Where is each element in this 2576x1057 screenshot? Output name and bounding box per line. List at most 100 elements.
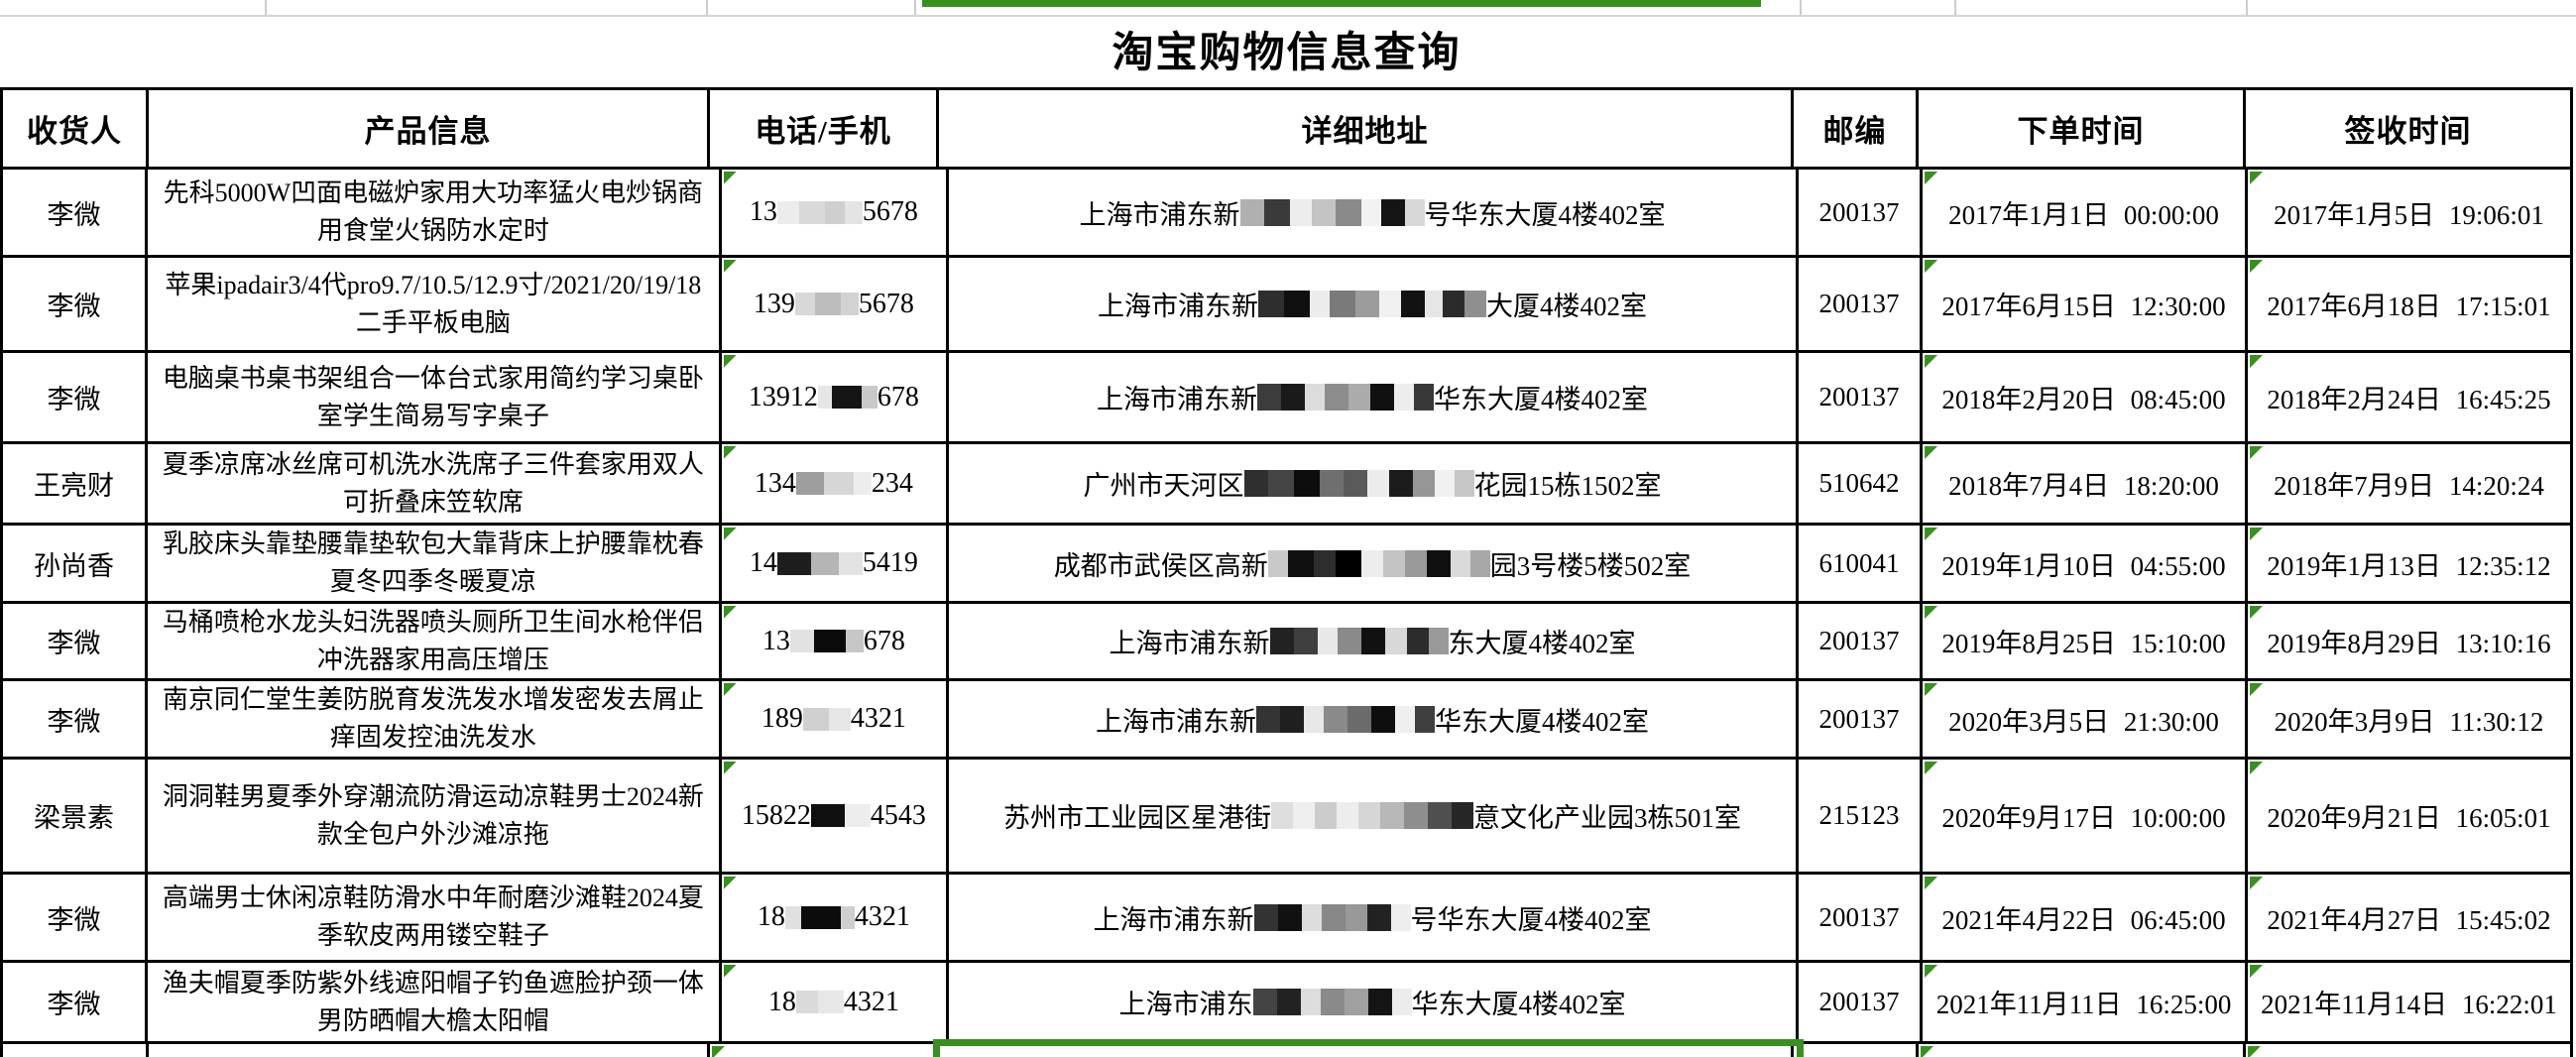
address-suffix: 园3号楼5楼502室 [1489, 550, 1692, 581]
cell-zip[interactable]: 200137 [1798, 963, 1924, 1044]
cell-product[interactable]: 马桶喷枪水龙头妇洗器喷头厕所卫生间水枪伴侣冲洗器家用高压增压 [148, 604, 722, 681]
header-recipient[interactable]: 收货人 [3, 90, 149, 170]
cell-address[interactable]: 上海市浦东新 大厦4楼402室 [949, 258, 1799, 353]
cell-recipient[interactable] [3, 1044, 149, 1057]
cell-product[interactable]: 夏季凉席冰丝席可机洗水洗席子三件套家用双人可折叠床笠软席 [148, 444, 722, 526]
cell-address[interactable]: 上海市浦东新 东大厦4楼402室 [949, 604, 1799, 681]
cell-recipient[interactable]: 王亮财 [3, 444, 149, 526]
cell-product[interactable]: 渔夫帽夏季防紫外线遮阳帽子钓鱼遮脸护颈一体男防晒帽大檐太阳帽 [148, 963, 722, 1044]
header-sign-time[interactable]: 签收时间 [2246, 90, 2573, 170]
cell-zip[interactable] [1794, 1044, 1919, 1057]
error-indicator-icon [1925, 683, 1938, 696]
header-order-time[interactable]: 下单时间 [1919, 90, 2246, 170]
cell-order-time[interactable]: 2020年3月5日 21:30:00 [1923, 681, 2249, 760]
cell-order-time[interactable]: 2020年9月17日 10:00:00 [1923, 760, 2249, 875]
cell-zip[interactable]: 200137 [1798, 681, 1924, 760]
cell-phone[interactable]: 13912 678 [721, 353, 950, 444]
censor-block [795, 472, 824, 495]
cell-recipient[interactable]: 李微 [3, 963, 149, 1044]
cell-address[interactable]: 广州市天河区 花园15栋1502室 [949, 444, 1799, 526]
cell-address[interactable]: 上海市浦东 华东大厦4楼402室 [949, 963, 1799, 1044]
cell-zip[interactable]: 200137 [1798, 170, 1924, 258]
censor-block [844, 200, 863, 224]
cell-product[interactable]: 苹果ipadair3/4代pro9.7/10.5/12.9寸/2021/20/1… [148, 258, 722, 353]
censor-block [802, 707, 829, 731]
cell-order-time[interactable]: 2017年1月1日 00:00:00 [1923, 170, 2249, 258]
cell-order-time[interactable]: 2021年4月22日 06:45:00 [1923, 875, 2249, 963]
cell-phone[interactable]: 189 4321 [721, 681, 950, 760]
cell-sign-time[interactable]: 2019年1月13日 12:35:12 [2248, 526, 2574, 604]
cell-sign-time[interactable] [2246, 1044, 2573, 1057]
cell-sign-time[interactable]: 2018年2月24日 16:45:25 [2248, 353, 2574, 444]
censor-block [853, 472, 872, 495]
cell-zip[interactable]: 510642 [1798, 444, 1924, 526]
cell-order-time[interactable]: 2019年1月10日 04:55:00 [1923, 526, 2249, 604]
censor-block [1315, 802, 1338, 829]
cell-product[interactable]: 乳胶床头靠垫腰靠垫软包大靠背床上护腰靠枕春夏冬四季冬暖夏凉 [148, 526, 722, 604]
cell-product[interactable] [149, 1044, 710, 1057]
header-address[interactable]: 详细地址 [939, 90, 1794, 170]
cell-order-time[interactable]: 2021年11月11日 16:25:00 [1923, 963, 2249, 1044]
header-zip[interactable]: 邮编 [1794, 90, 1919, 170]
cell-product[interactable]: 先科5000W凹面电磁炉家用大功率猛火电炒锅商用食堂火锅防水定时 [148, 170, 722, 258]
error-indicator-icon [1925, 260, 1938, 273]
cell-product[interactable]: 高端男士休闲凉鞋防滑水中年耐磨沙滩鞋2024夏季软皮两用镂空鞋子 [148, 875, 722, 963]
cell-sign-time[interactable]: 2018年7月9日 14:20:24 [2248, 444, 2574, 526]
cell-phone[interactable] [710, 1044, 939, 1057]
cell-recipient[interactable]: 李微 [3, 353, 149, 444]
cell-address[interactable]: 苏州市工业园区星港街 意文化产业园3栋501室 [949, 760, 1799, 875]
cell-sign-time[interactable]: 2019年8月29日 13:10:16 [2248, 604, 2574, 681]
cell-address[interactable]: 上海市浦东新 号华东大厦4楼402室 [949, 875, 1799, 963]
cell-address[interactable]: 上海市浦东新 号华东大厦4楼402室 [949, 170, 1799, 258]
cell-recipient[interactable]: 孙尚香 [3, 526, 149, 604]
cell-phone[interactable]: 139 5678 [721, 258, 950, 353]
cell-order-time[interactable] [1919, 1044, 2246, 1057]
cell-recipient[interactable]: 李微 [3, 604, 149, 681]
censor-block [1243, 470, 1268, 497]
cell-recipient[interactable]: 梁景素 [3, 760, 149, 875]
table-row: 梁景素 洞洞鞋男夏季外穿潮流防滑运动凉鞋男士2024新款全包户外沙滩凉拖 15822… [3, 760, 2574, 875]
cell-sign-time[interactable]: 2021年4月27日 15:45:02 [2248, 875, 2574, 963]
gridline [0, 15, 2576, 17]
sheet-title[interactable]: 淘宝购物信息查询 [1112, 30, 1462, 76]
cell-phone[interactable]: 18 4321 [721, 875, 950, 963]
header-product[interactable]: 产品信息 [149, 90, 710, 170]
cell-phone[interactable]: 13 5678 [721, 170, 950, 258]
cell-recipient[interactable]: 李微 [3, 258, 149, 353]
cell-phone[interactable]: 14 5419 [721, 526, 950, 604]
cell-order-time[interactable]: 2017年6月15日 12:30:00 [1923, 258, 2249, 353]
cell-zip[interactable]: 200137 [1798, 353, 1924, 444]
cell-phone[interactable]: 13 678 [721, 604, 950, 681]
cell-phone[interactable]: 15822 4543 [721, 760, 950, 875]
cell-product[interactable]: 电脑桌书桌书架组合一体台式家用简约学习桌卧室学生简易写字桌子 [148, 353, 722, 444]
cell-address[interactable]: 上海市浦东新 华东大厦4楼402室 [949, 681, 1799, 760]
cell-recipient[interactable]: 李微 [3, 875, 149, 963]
gridline [1954, 0, 1956, 15]
cell-sign-time[interactable]: 2017年6月18日 17:15:01 [2248, 258, 2574, 353]
cell-product[interactable]: 洞洞鞋男夏季外穿潮流防滑运动凉鞋男士2024新款全包户外沙滩凉拖 [148, 760, 722, 875]
cell-sign-time[interactable]: 2017年1月5日 19:06:01 [2248, 170, 2574, 258]
cell-sign-time[interactable]: 2021年11月14日 16:22:01 [2248, 963, 2574, 1044]
cell-sign-time[interactable]: 2020年9月21日 16:05:01 [2248, 760, 2574, 875]
cell-recipient[interactable]: 李微 [3, 170, 149, 258]
cell-recipient[interactable]: 李微 [3, 681, 149, 760]
cell-product[interactable]: 南京同仁堂生姜防脱育发洗发水增发密发去屑止痒固发控油洗发水 [148, 681, 722, 760]
censor-block [1388, 470, 1413, 497]
cell-phone[interactable]: 18 4321 [721, 963, 950, 1044]
cell-phone[interactable]: 134 234 [721, 444, 950, 526]
cell-address[interactable]: 成都市武侯区高新 园3号楼5楼502室 [949, 526, 1799, 604]
cell-order-time[interactable]: 2018年2月20日 08:45:00 [1923, 353, 2249, 444]
phone-suffix: 4321 [854, 901, 910, 932]
cell-zip[interactable]: 610041 [1798, 526, 1924, 604]
cell-zip[interactable]: 200137 [1798, 875, 1924, 963]
cell-zip[interactable]: 215123 [1798, 760, 1924, 875]
cell-zip[interactable]: 200137 [1798, 258, 1924, 353]
cell-zip[interactable]: 200137 [1798, 604, 1924, 681]
cell-order-time[interactable]: 2018年7月4日 18:20:00 [1923, 444, 2249, 526]
cell-address[interactable] [939, 1044, 1794, 1057]
cell-address[interactable]: 上海市浦东新 华东大厦4楼402室 [949, 353, 1799, 444]
address-prefix: 上海市浦东新 [1097, 385, 1258, 414]
cell-sign-time[interactable]: 2020年3月9日 11:30:12 [2248, 681, 2574, 760]
header-phone[interactable]: 电话/手机 [710, 90, 939, 170]
cell-order-time[interactable]: 2019年8月25日 15:10:00 [1923, 604, 2249, 681]
